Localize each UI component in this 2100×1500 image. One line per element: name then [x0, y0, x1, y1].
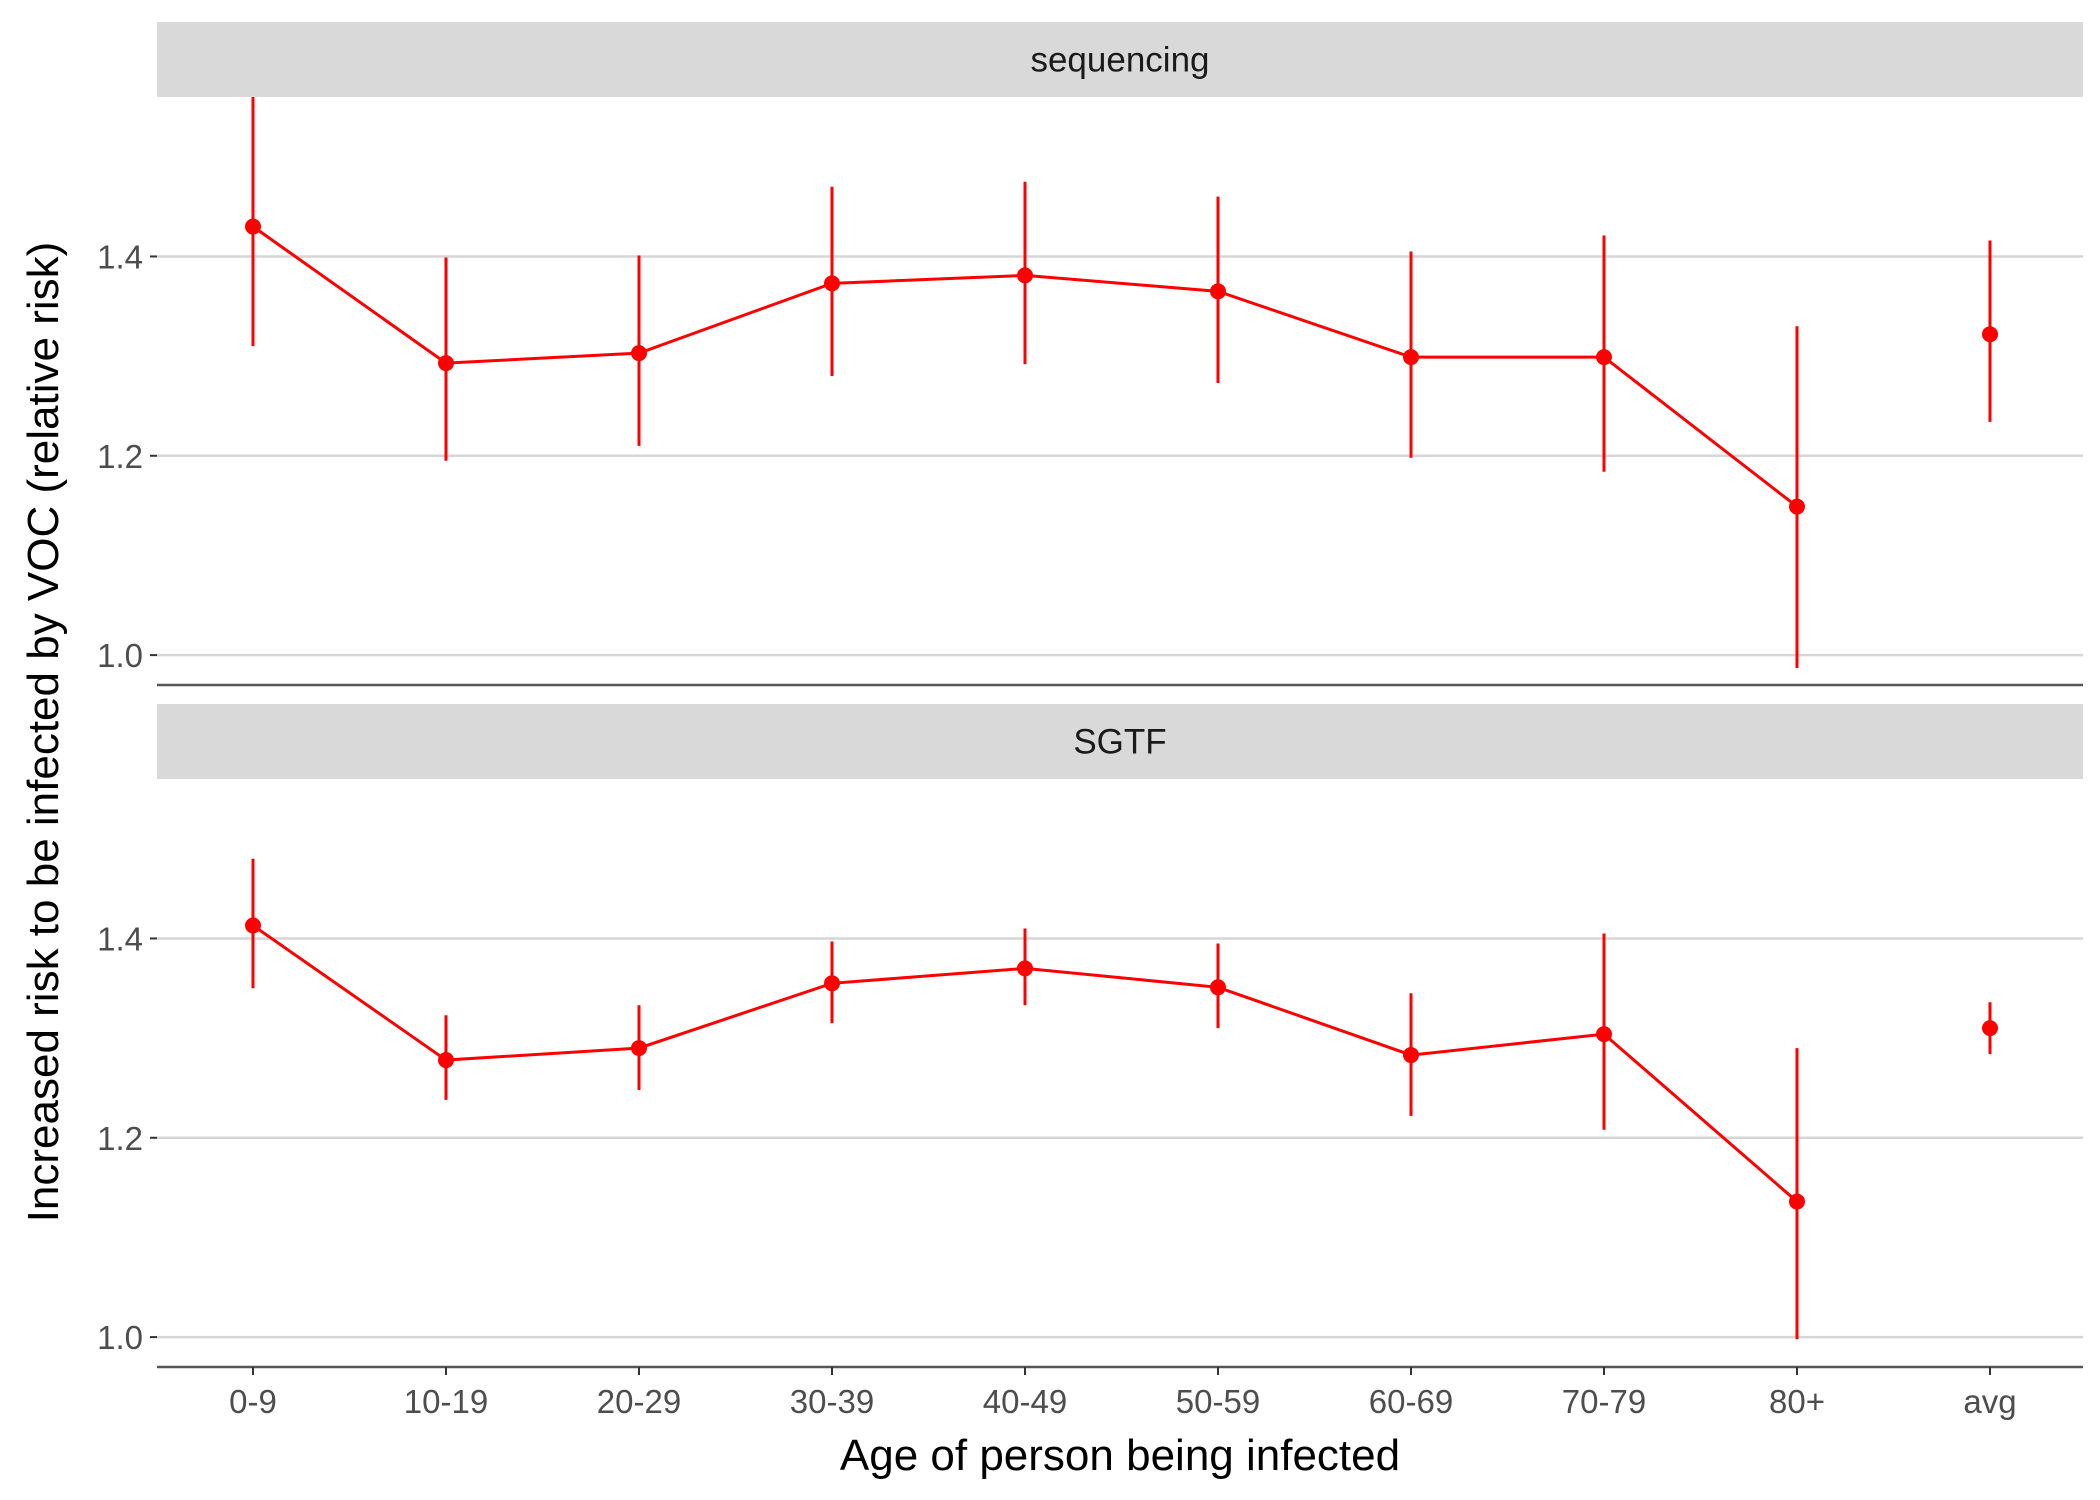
x-axis: 0-9 10-19 20-29 30-39 40-49 50-59 60-69 70-79 80…	[229, 1367, 2017, 1420]
data-point	[1403, 349, 1419, 366]
gridlines	[157, 937, 2083, 1369]
data-point	[1982, 1020, 1998, 1037]
data-marks	[245, 97, 1998, 669]
data-point	[1210, 283, 1226, 300]
y-tick-labels: 1.0 1.2 1.4	[97, 920, 157, 1356]
x-tick-label: 40-49	[983, 1383, 1067, 1420]
data-point	[631, 345, 647, 362]
x-tick-label: 30-39	[790, 1383, 874, 1420]
x-tick-label: 10-19	[404, 1383, 488, 1420]
data-point	[245, 917, 261, 934]
panel-sgtf: SGTF 1.0 1.2 1.4	[97, 704, 2083, 1369]
x-tick-label: 60-69	[1369, 1383, 1453, 1420]
strip-background	[157, 704, 2083, 779]
y-tick-label: 1.4	[97, 920, 143, 957]
data-point	[438, 355, 454, 372]
panel-sequencing: sequencing 1.0 1.2 1.4	[97, 22, 2083, 687]
y-tick-label: 1.2	[97, 1120, 143, 1157]
data-point	[1210, 979, 1226, 996]
data-point	[1789, 498, 1805, 515]
data-point	[1017, 960, 1033, 977]
data-point	[1789, 1193, 1805, 1210]
data-point	[245, 218, 261, 235]
data-point	[1403, 1047, 1419, 1064]
y-axis-title: Increased risk to be infected by VOC (re…	[19, 242, 68, 1223]
strip-background	[157, 22, 2083, 97]
strip-label: sequencing	[1030, 41, 1209, 80]
x-tick-label: 0-9	[229, 1383, 277, 1420]
x-tick-label: avg	[1963, 1383, 2016, 1420]
data-point	[1982, 326, 1998, 343]
y-tick-label: 1.2	[97, 438, 143, 475]
data-point	[1017, 267, 1033, 284]
y-tick-label: 1.0	[97, 637, 143, 674]
data-point	[631, 1040, 647, 1057]
y-tick-labels: 1.0 1.2 1.4	[97, 238, 157, 674]
data-point	[824, 275, 840, 292]
x-tick-label: 70-79	[1562, 1383, 1646, 1420]
x-tick-label: 50-59	[1176, 1383, 1260, 1420]
data-point	[1596, 1026, 1612, 1043]
strip-label: SGTF	[1073, 723, 1166, 762]
data-point	[438, 1052, 454, 1069]
data-marks	[245, 858, 1998, 1340]
x-tick-label: 20-29	[597, 1383, 681, 1420]
y-tick-label: 1.0	[97, 1319, 143, 1356]
data-point	[1596, 349, 1612, 366]
gridlines	[157, 255, 2083, 687]
x-axis-title: Age of person being infected	[840, 1431, 1400, 1480]
data-point	[824, 975, 840, 992]
x-tick-label: 80+	[1769, 1383, 1825, 1420]
y-tick-label: 1.4	[97, 238, 143, 275]
